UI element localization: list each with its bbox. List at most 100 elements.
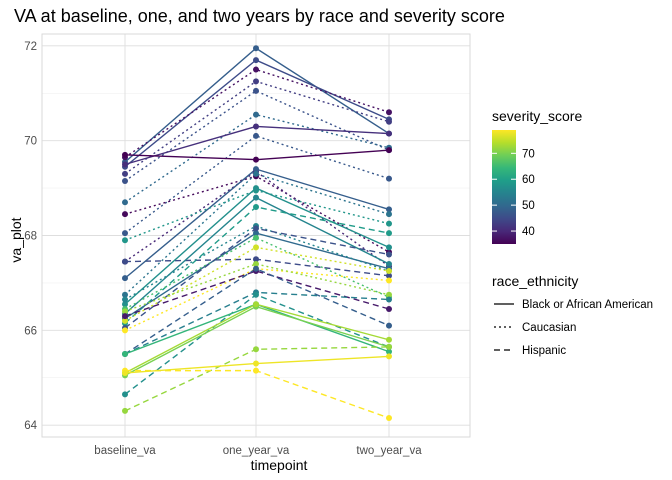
data-point	[253, 170, 259, 177]
linetype-legend: race_ethnicity Black or African American…	[492, 273, 653, 357]
series-line	[124, 173, 390, 296]
color-bar-tick-label: 70	[522, 148, 535, 160]
data-point	[122, 407, 128, 414]
data-point	[122, 313, 128, 320]
linetype-label: Black or African American	[522, 299, 653, 311]
data-point	[253, 185, 259, 192]
data-point	[386, 230, 392, 237]
data-point	[386, 343, 392, 350]
data-point	[253, 45, 259, 52]
data-point	[122, 151, 128, 158]
data-point	[253, 367, 259, 374]
data-point	[122, 351, 128, 358]
data-point	[253, 256, 259, 263]
y-tick-label: 72	[24, 41, 37, 53]
data-point	[122, 211, 128, 218]
linetype-legend-title: race_ethnicity	[492, 273, 578, 289]
data-point	[122, 308, 128, 315]
data-point	[386, 415, 392, 422]
data-point	[253, 265, 259, 272]
data-point	[386, 109, 392, 116]
data-point	[386, 305, 392, 312]
data-point	[386, 220, 392, 227]
data-point	[253, 166, 259, 173]
data-point	[122, 237, 128, 244]
data-point	[386, 353, 392, 360]
data-point	[253, 111, 259, 118]
data-point	[253, 78, 259, 85]
data-point	[386, 206, 392, 213]
data-point	[386, 296, 392, 303]
data-point	[253, 66, 259, 73]
series-line	[124, 135, 390, 234]
x-tick-label: baseline_va	[94, 445, 156, 457]
y-tick-label: 68	[24, 231, 37, 243]
series-line	[124, 90, 390, 182]
data-point	[253, 291, 259, 298]
data-point	[122, 230, 128, 237]
data-point	[253, 57, 259, 64]
data-point	[253, 260, 259, 267]
data-point	[253, 360, 259, 367]
x-tick-label: one_year_va	[223, 445, 290, 457]
data-point	[386, 260, 392, 267]
data-point	[122, 170, 128, 177]
data-point	[253, 87, 259, 94]
color-legend: severity_score 40 50 60 70	[492, 108, 582, 244]
data-point	[386, 175, 392, 182]
data-point	[122, 177, 128, 184]
data-point	[386, 348, 392, 355]
data-point	[122, 291, 128, 298]
data-point	[122, 161, 128, 168]
linetype-label: Hispanic	[522, 345, 566, 357]
data-point	[122, 296, 128, 303]
y-axis: 64 66 68 70 72	[24, 41, 37, 432]
color-bar-tick-label: 40	[522, 226, 535, 238]
data-point	[386, 277, 392, 284]
data-point	[253, 204, 259, 211]
x-axis: baseline_va one_year_va two_year_va	[94, 445, 422, 457]
data-point	[253, 234, 259, 241]
series-line	[124, 263, 390, 313]
x-tick-label: two_year_va	[356, 445, 422, 457]
data-point	[253, 194, 259, 201]
data-point	[386, 322, 392, 329]
chart-title: VA at baseline, one, and two years by ra…	[14, 6, 505, 26]
data-point	[386, 211, 392, 218]
series-line	[124, 237, 390, 310]
color-bar-ticks: 40 50 60 70	[492, 148, 535, 238]
data-point	[253, 230, 259, 237]
data-point	[386, 336, 392, 343]
data-point	[386, 118, 392, 125]
data-point	[386, 130, 392, 137]
data-point	[386, 244, 392, 251]
linetype-label: Caucasian	[522, 322, 576, 334]
series-line	[124, 267, 390, 355]
series-line	[124, 270, 390, 317]
data-point	[253, 123, 259, 130]
data-point	[253, 225, 259, 232]
y-tick-label: 64	[24, 420, 37, 432]
series-line	[124, 68, 390, 158]
data-point	[386, 251, 392, 258]
data-point	[122, 327, 128, 334]
data-point	[122, 301, 128, 308]
data-point	[253, 132, 259, 139]
color-legend-title: severity_score	[492, 108, 582, 124]
y-tick-label: 66	[24, 325, 37, 337]
y-axis-title: va_plot	[8, 217, 24, 262]
data-point	[122, 199, 128, 206]
color-bar-tick-label: 50	[522, 200, 535, 212]
data-point	[122, 369, 128, 376]
data-point	[253, 346, 259, 353]
data-point	[253, 244, 259, 251]
series-lines	[122, 45, 392, 422]
data-point	[122, 258, 128, 265]
y-tick-label: 70	[24, 136, 37, 148]
linetype-legend-entries: Black or African American Caucasian Hispan…	[494, 299, 653, 357]
x-axis-title: timepoint	[251, 457, 308, 473]
data-point	[122, 391, 128, 398]
color-bar	[492, 130, 516, 244]
data-point	[386, 291, 392, 298]
